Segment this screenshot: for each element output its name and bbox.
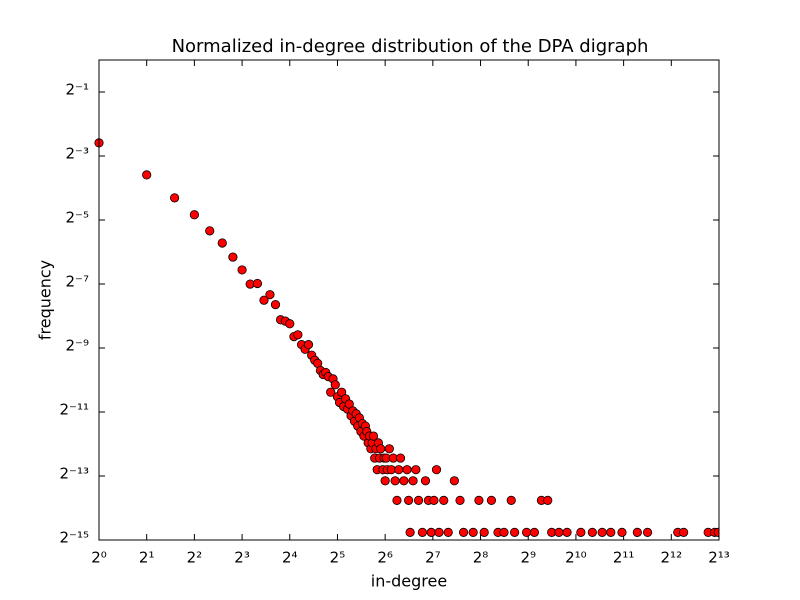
point <box>303 340 314 350</box>
point <box>587 527 597 537</box>
point <box>217 238 227 248</box>
point <box>270 300 281 310</box>
x-tick-label: 2⁸ <box>473 549 489 567</box>
point <box>479 527 489 537</box>
point <box>285 319 295 329</box>
point <box>189 210 199 220</box>
point <box>252 278 263 289</box>
point <box>405 527 415 537</box>
point <box>642 527 653 537</box>
point <box>330 380 340 390</box>
point <box>337 387 347 397</box>
point <box>228 252 238 262</box>
x-tick-label: 2³ <box>234 549 250 567</box>
point <box>510 527 520 537</box>
point <box>455 495 465 505</box>
y-tick-label: 2⁻⁷ <box>66 273 89 291</box>
point <box>562 527 572 537</box>
point <box>376 444 386 454</box>
y-tick-label: 2⁻⁵ <box>66 209 89 227</box>
point <box>237 265 247 275</box>
point <box>384 444 394 454</box>
y-tick-label: 2⁻¹¹ <box>60 401 90 419</box>
point <box>169 193 180 203</box>
point <box>597 527 607 537</box>
point <box>713 527 719 537</box>
point <box>426 527 436 537</box>
chart-title: Normalized in-degree distribution of the… <box>172 36 649 57</box>
point <box>404 495 414 505</box>
point <box>142 170 152 180</box>
x-tick-label: 2¹¹ <box>613 549 635 567</box>
y-tick-label: 2⁻⁹ <box>66 337 89 355</box>
point <box>458 527 469 537</box>
point <box>399 476 409 486</box>
point <box>417 527 428 537</box>
x-tick-label: 2¹⁰ <box>565 549 587 567</box>
x-axis-label: in-degree <box>371 572 447 591</box>
point <box>474 495 484 505</box>
point <box>429 495 439 505</box>
x-tick-label: 2¹³ <box>708 549 730 567</box>
x-tick-label: 2⁹ <box>520 549 536 567</box>
point <box>205 226 215 236</box>
y-tick-label: 2⁻¹³ <box>60 465 90 483</box>
point <box>632 527 642 537</box>
point <box>413 495 424 505</box>
point <box>554 527 564 537</box>
y-tick-label: 2⁻¹ <box>66 81 89 99</box>
x-tick-label: 2⁰ <box>91 549 107 567</box>
point <box>431 465 442 475</box>
point <box>506 495 516 505</box>
point <box>617 527 627 537</box>
point <box>576 527 586 537</box>
point <box>390 476 400 486</box>
point <box>468 527 478 537</box>
y-tick-label: 2⁻¹⁵ <box>60 529 90 547</box>
point <box>499 527 509 537</box>
point <box>443 527 453 537</box>
x-tick-label: 2⁴ <box>282 549 298 567</box>
x-tick-label: 2¹² <box>661 549 683 567</box>
point <box>606 527 616 537</box>
point <box>394 465 404 475</box>
x-tick-label: 2¹ <box>139 549 155 567</box>
point <box>420 476 431 486</box>
point <box>449 476 459 486</box>
point <box>521 527 532 537</box>
point <box>543 495 553 505</box>
x-tick-label: 2⁶ <box>377 549 393 567</box>
point <box>486 495 497 505</box>
point <box>408 476 418 486</box>
x-tick-label: 2⁷ <box>425 549 441 567</box>
point <box>679 527 689 537</box>
point <box>529 527 539 537</box>
y-axis-label: frequency <box>36 260 55 340</box>
plot-frame <box>98 59 720 541</box>
point <box>265 290 275 300</box>
point <box>326 387 336 397</box>
point <box>392 495 402 505</box>
point <box>293 330 303 340</box>
point <box>434 527 444 537</box>
point <box>411 465 421 475</box>
point <box>259 295 269 305</box>
point <box>402 465 412 475</box>
point <box>395 453 406 463</box>
x-tick-label: 2⁵ <box>330 549 346 567</box>
y-tick-label: 2⁻³ <box>66 145 89 163</box>
point <box>439 495 449 505</box>
x-tick-label: 2² <box>187 549 203 567</box>
point <box>380 476 390 486</box>
point <box>368 431 379 441</box>
